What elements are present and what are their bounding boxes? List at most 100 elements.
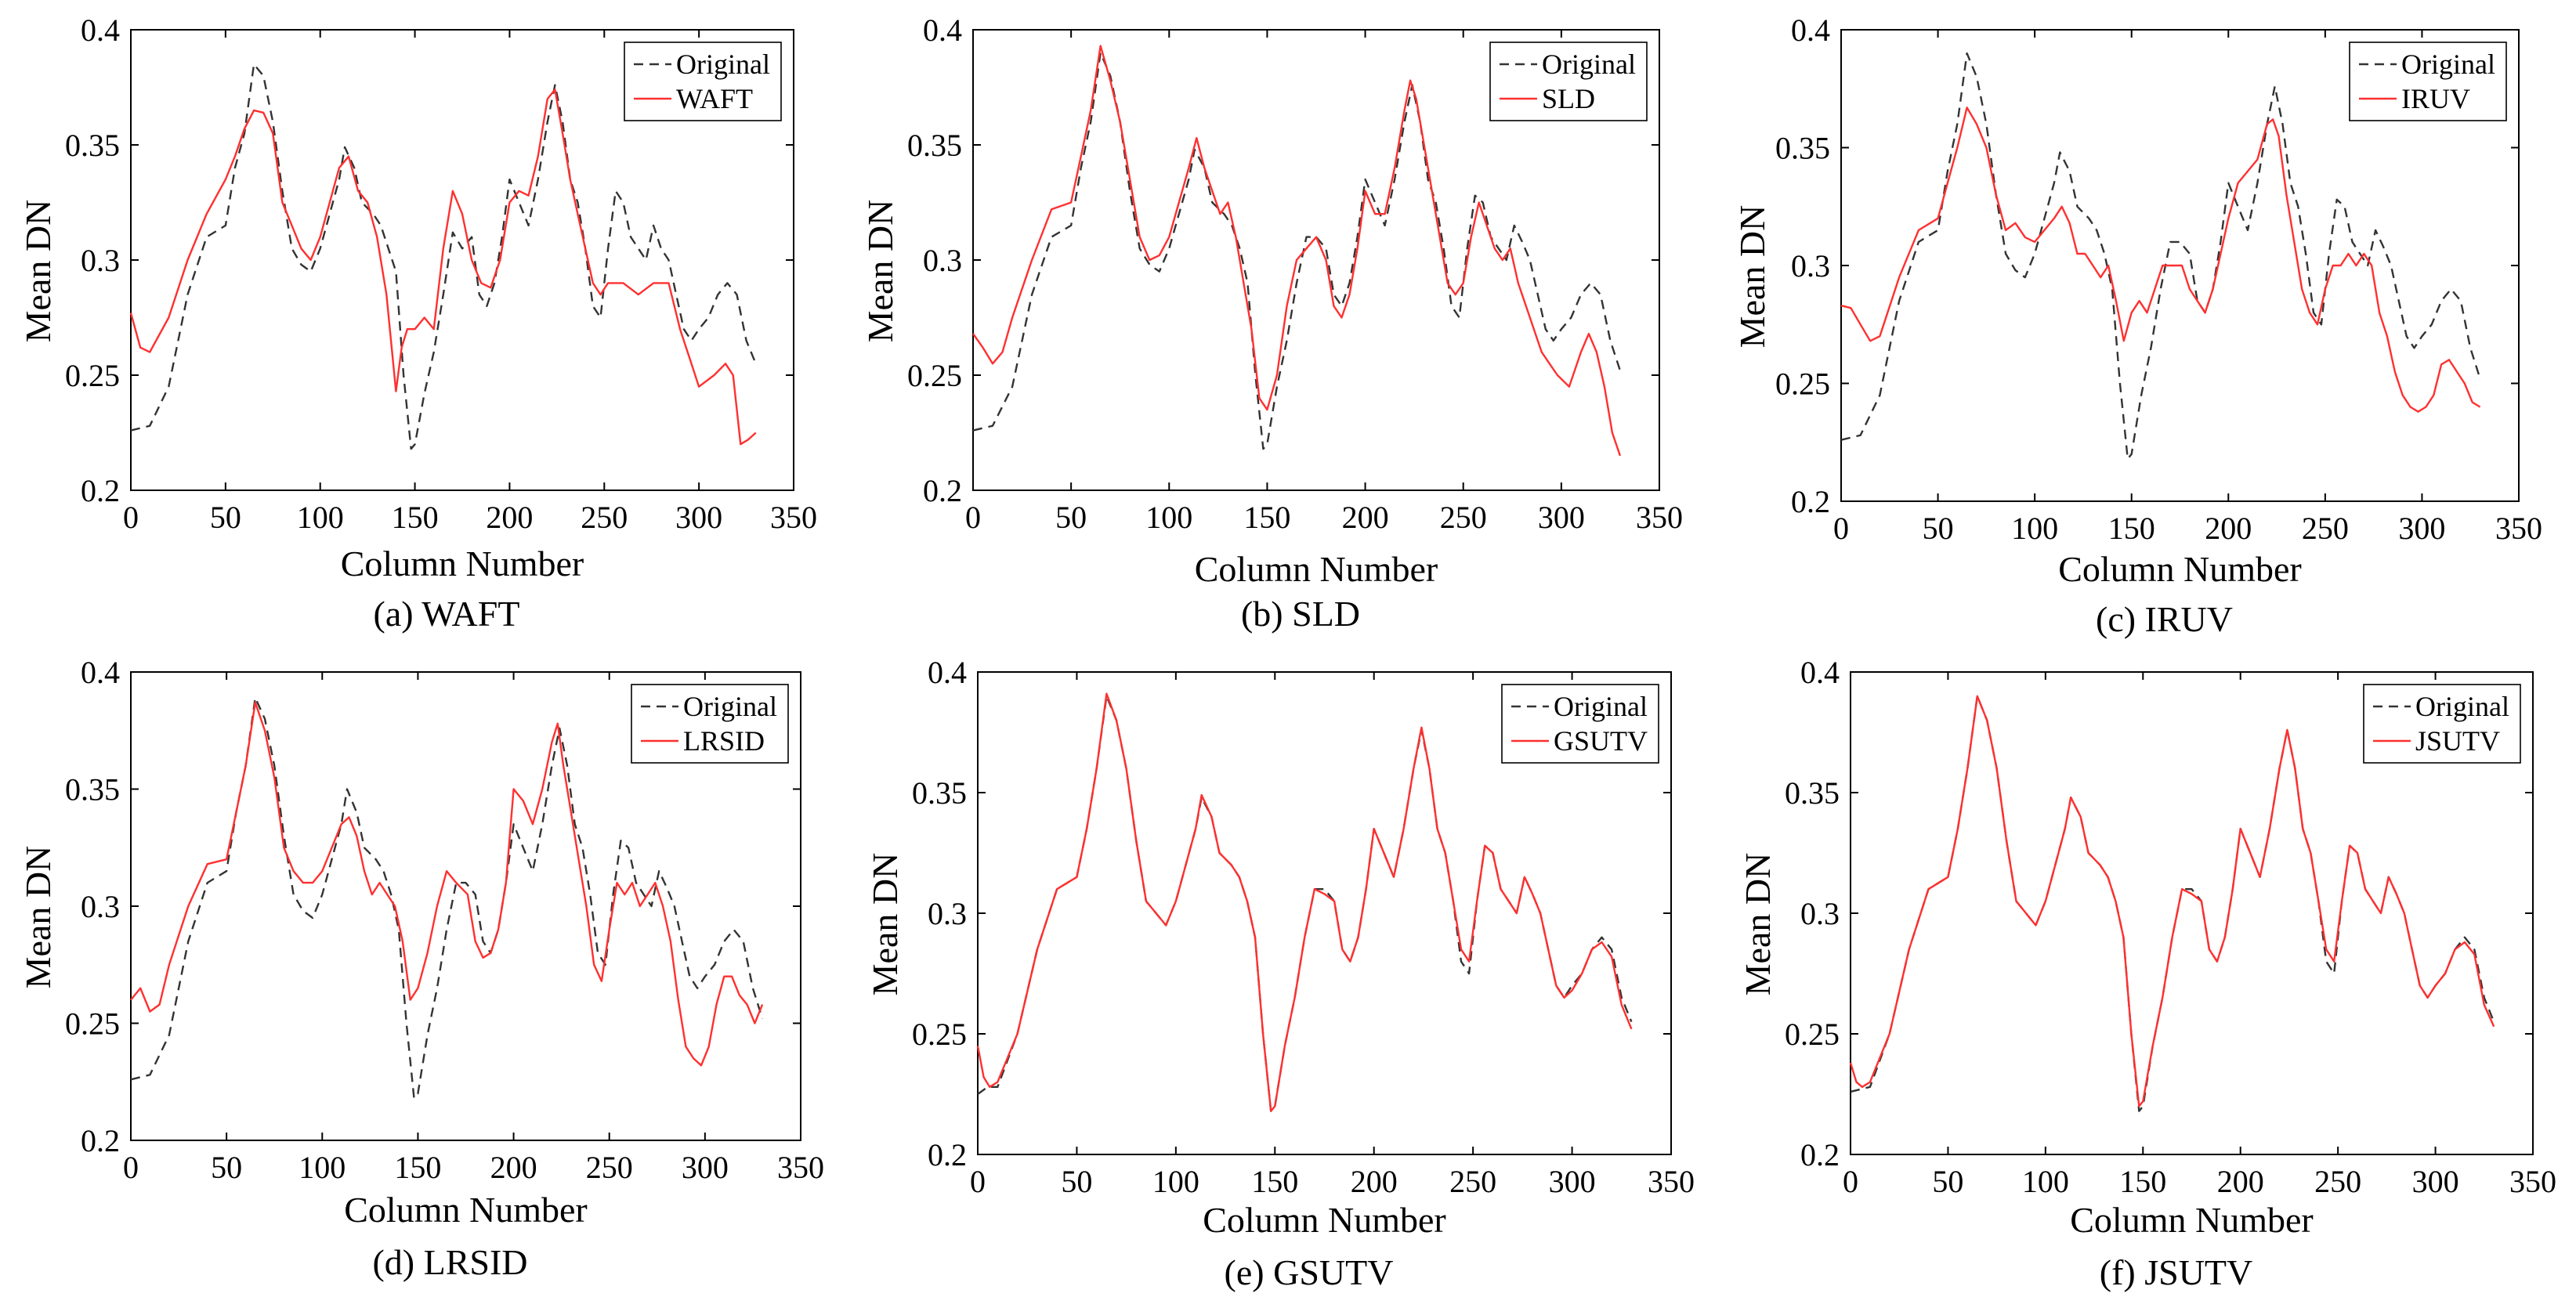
legend-box [624, 42, 782, 121]
y-tick-label: 0.4 [928, 655, 967, 690]
y-tick-label: 0.35 [912, 775, 967, 811]
legend-box [2363, 684, 2521, 764]
x-tick-label: 150 [1243, 500, 1290, 535]
x-tick-label: 50 [211, 1150, 242, 1185]
x-tick-label: 250 [1440, 500, 1487, 535]
series-line-waft [129, 89, 757, 446]
x-tick-label: 100 [297, 500, 344, 535]
y-axis-label: Mean DN [1738, 853, 1778, 996]
series-line-original [1840, 52, 2481, 460]
y-tick-label: 0.2 [928, 1137, 967, 1172]
y-tick-label: 0.4 [81, 13, 120, 48]
x-tick-label: 250 [581, 500, 628, 535]
panel-caption: (b) SLD [1241, 594, 1360, 634]
y-tick-label: 0.3 [923, 243, 962, 278]
y-tick-label: 0.4 [923, 13, 962, 48]
legend-label: Original [683, 691, 777, 722]
y-tick-label: 0.4 [1800, 655, 1840, 690]
y-tick-label: 0.25 [1785, 1017, 1840, 1052]
y-tick-label: 0.25 [907, 358, 962, 393]
legend-label: Original [2401, 49, 2495, 80]
y-tick-label: 0.2 [81, 473, 120, 508]
x-tick-label: 0 [123, 1150, 139, 1185]
x-tick-label: 100 [298, 1150, 346, 1185]
series-line-jsutv [1849, 695, 2495, 1107]
chart-panel-4: 0 50 100 150 200 250 300 350 0.2 0.25 0.3 0.35 0.4 Or… [18, 655, 824, 1282]
x-tick-label: 100 [1152, 1164, 1199, 1199]
panel-caption: (d) LRSID [372, 1242, 527, 1282]
x-tick-label: 300 [675, 500, 722, 535]
x-tick-label: 350 [777, 1150, 824, 1185]
y-tick-label: 0.3 [81, 243, 120, 278]
x-tick-label: 0 [1833, 511, 1849, 546]
x-tick-label: 250 [2302, 511, 2349, 546]
series-line-lrsid [130, 701, 764, 1067]
series-line-gsutv [976, 692, 1633, 1112]
y-tick-label: 0.2 [1800, 1137, 1840, 1172]
x-tick-label: 300 [682, 1150, 729, 1185]
x-tick-label: 300 [2412, 1164, 2459, 1199]
x-tick-label: 250 [2314, 1164, 2361, 1199]
y-tick-label: 0.2 [923, 473, 962, 508]
x-tick-label: 50 [1055, 500, 1087, 535]
x-tick-label: 0 [1843, 1164, 1858, 1199]
x-tick-label: 350 [770, 500, 817, 535]
x-tick-label: 0 [970, 1164, 986, 1199]
x-tick-label: 50 [210, 500, 241, 535]
x-tick-label: 50 [1061, 1164, 1092, 1199]
y-tick-label: 0.3 [1800, 896, 1840, 931]
x-axis-label: Column Number [344, 1190, 587, 1230]
x-tick-label: 300 [1538, 500, 1585, 535]
x-tick-label: 200 [2205, 511, 2252, 546]
series-line-iruv [1840, 107, 2481, 413]
x-tick-label: 250 [1449, 1164, 1496, 1199]
x-tick-label: 350 [2495, 511, 2542, 546]
panel-caption: (e) GSUTV [1225, 1252, 1394, 1292]
y-tick-label: 0.3 [81, 889, 120, 924]
y-tick-label: 0.2 [81, 1123, 120, 1158]
x-tick-label: 100 [2022, 1164, 2069, 1199]
legend-box [1501, 684, 1659, 764]
chart-panel-2: 0 50 100 150 200 250 300 350 0.2 0.25 0.3 0.35 0.4 Or… [860, 13, 1683, 634]
x-tick-label: 150 [394, 1150, 441, 1185]
x-axis-label: Column Number [341, 544, 584, 583]
y-tick-label: 0.25 [912, 1017, 967, 1052]
y-tick-label: 0.35 [65, 772, 120, 807]
x-tick-label: 0 [965, 500, 981, 535]
x-axis-label: Column Number [1195, 549, 1438, 589]
chart-panel-6: 0 50 100 150 200 250 300 350 0.2 0.25 0.3 0.35 0.4 Or… [1738, 655, 2556, 1292]
chart-panel-1: 0 50 100 150 200 250 300 350 0.2 0.25 0.3 0.35 0.4 Or… [18, 13, 817, 634]
legend-label: JSUTV [2415, 725, 2500, 757]
x-tick-label: 200 [2217, 1164, 2264, 1199]
x-axis-label: Column Number [1203, 1200, 1445, 1240]
legend-box [2349, 42, 2507, 121]
legend-label: Original [1554, 691, 1648, 722]
legend-label: WAFT [676, 83, 753, 114]
chart-panel-3: 0 50 100 150 200 250 300 350 0.2 0.25 0.3 0.35 0.4 Or… [1732, 13, 2542, 639]
x-axis-label: Column Number [2058, 549, 2301, 589]
chart-panel-5: 0 50 100 150 200 250 300 350 0.2 0.25 0.3 0.35 0.4 Or… [865, 655, 1695, 1292]
x-tick-label: 100 [2011, 511, 2058, 546]
legend-label: Original [1542, 49, 1636, 80]
y-tick-label: 0.25 [65, 1006, 120, 1042]
x-tick-label: 350 [2509, 1164, 2556, 1199]
panel-caption: (f) JSUTV [2100, 1252, 2252, 1292]
y-axis-label: Mean DN [18, 200, 58, 343]
x-tick-label: 250 [586, 1150, 633, 1185]
y-tick-label: 0.35 [1775, 131, 1830, 166]
x-tick-label: 0 [123, 500, 139, 535]
legend-label: IRUV [2401, 83, 2470, 114]
series-line-original [972, 52, 1622, 450]
panel-caption: (a) WAFT [374, 594, 520, 634]
x-tick-label: 200 [486, 500, 533, 535]
y-tick-label: 0.35 [907, 128, 962, 163]
x-tick-label: 100 [1145, 500, 1192, 535]
y-tick-label: 0.3 [928, 896, 967, 931]
legend-box [1489, 42, 1648, 121]
x-tick-label: 50 [1932, 1164, 1963, 1199]
